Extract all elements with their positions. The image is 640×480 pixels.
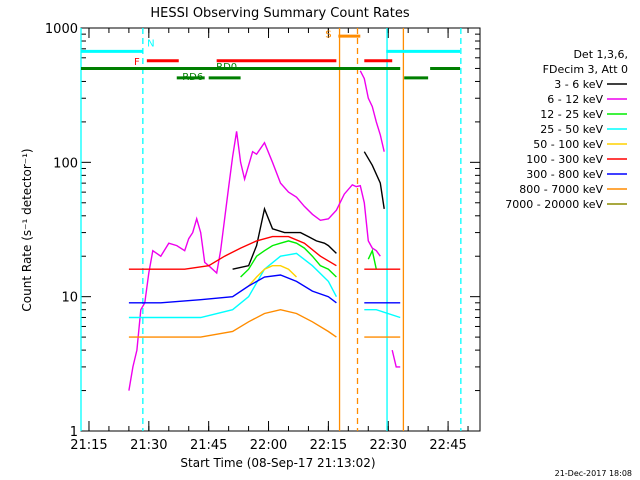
- legend-label: 300 - 800 keV: [526, 168, 603, 181]
- series-line: [367, 248, 377, 270]
- series-line: [364, 309, 401, 319]
- legend-label: 25 - 50 keV: [540, 123, 603, 136]
- x-tick-label: 22:30: [369, 438, 406, 453]
- x-tick-label: 21:15: [70, 438, 107, 453]
- vertical-markers: [80, 28, 462, 431]
- x-tick-label: 22:15: [310, 438, 347, 453]
- y-tick-label: 100: [53, 156, 78, 171]
- series-line: [240, 240, 337, 278]
- state-label-s: S: [325, 30, 331, 41]
- state-label-n: N: [147, 38, 154, 49]
- series-line: [391, 349, 401, 368]
- series-line: [128, 308, 337, 338]
- state-label-f: F: [134, 57, 140, 68]
- x-axis-label: Start Time (08-Sep-17 21:13:02): [180, 456, 375, 470]
- x-tick-label: 21:30: [130, 438, 167, 453]
- legend-header: Det 1,3,6,: [573, 48, 628, 61]
- y-tick-label: 1000: [45, 22, 78, 37]
- series-line: [363, 151, 385, 210]
- legend-label: 100 - 300 keV: [526, 153, 603, 166]
- series-line: [359, 70, 385, 152]
- legend-label: 50 - 100 keV: [533, 138, 603, 151]
- legend-label: 3 - 6 keV: [554, 78, 603, 91]
- chart-title: HESSI Observing Summary Count Rates: [150, 6, 409, 21]
- series-line: [232, 206, 337, 270]
- legend-header: FDecim 3, Att 0: [543, 63, 628, 76]
- legend-label: 12 - 25 keV: [540, 108, 603, 121]
- plot-frame: [80, 27, 481, 432]
- y-axis-label: Count Rate (s⁻¹ detector⁻¹): [20, 148, 34, 311]
- x-tick-label: 22:00: [250, 438, 287, 453]
- state-bars: NF S RD0 RD6: [81, 30, 461, 83]
- x-tick-label: 21:45: [190, 438, 227, 453]
- y-tick-label: 1: [70, 425, 78, 440]
- x-tick-label: 22:45: [429, 438, 466, 453]
- series-line: [128, 274, 337, 304]
- legend-label: 7000 - 20000 keV: [505, 198, 603, 211]
- y-axis: 1 10 100 1000: [45, 22, 480, 440]
- date-stamp: 21-Dec-2017 18:08: [555, 469, 632, 478]
- y-tick-label: 10: [61, 291, 78, 306]
- legend-label: 800 - 7000 keV: [519, 183, 603, 196]
- series-line: [128, 235, 337, 270]
- series-line: [128, 131, 381, 391]
- legend-label: 6 - 12 keV: [547, 93, 603, 106]
- state-label-rd6: RD6: [182, 72, 203, 83]
- series-line: [248, 265, 297, 287]
- series-group: [128, 70, 401, 391]
- legend: Det 1,3,6, FDecim 3, Att 0 3 - 6 keV 6 - 12…: [505, 48, 628, 211]
- x-axis: 21:15 21:30 21:45 22:00 22:15 22:30 22:45: [70, 28, 469, 453]
- state-label-rd0: RD0: [216, 62, 237, 73]
- series-line: [128, 252, 338, 319]
